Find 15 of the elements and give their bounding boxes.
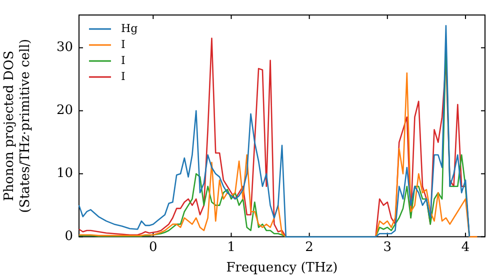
- x-tick-label: 1: [227, 240, 236, 255]
- legend-label: I: [121, 54, 126, 67]
- y-tick-label: 20: [56, 103, 73, 118]
- x-tick-label: 3: [383, 240, 392, 255]
- x-tick-label: 4: [461, 240, 470, 255]
- legend-label: Hg: [121, 22, 138, 35]
- y-tick-label: 30: [56, 40, 73, 56]
- x-axis-title: Frequency (THz): [226, 260, 338, 276]
- y-tick-label: 0: [64, 229, 73, 244]
- x-tick-label: 2: [305, 240, 314, 255]
- legend-label: I: [121, 70, 126, 83]
- y-axis-title: Phonon projected DOS (States/THz·primitive cell): [2, 38, 33, 213]
- x-tick-label: 0: [149, 240, 158, 255]
- legend-label: I: [121, 38, 126, 51]
- y-tick-label: 10: [56, 166, 73, 182]
